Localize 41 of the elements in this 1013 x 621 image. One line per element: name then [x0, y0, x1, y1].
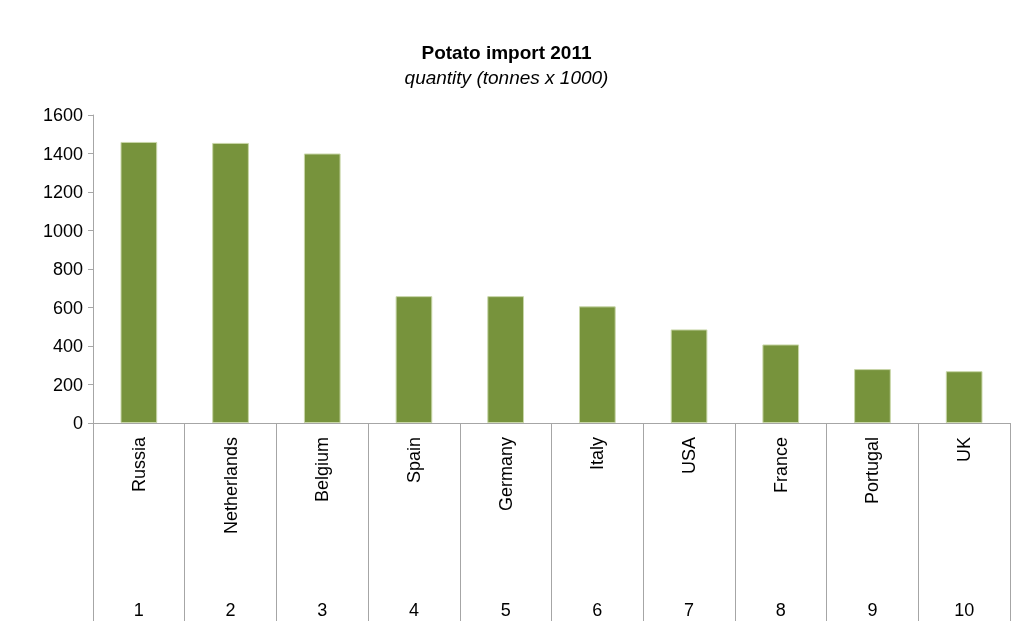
y-tick-label: 400: [52, 336, 83, 356]
text: 5: [500, 600, 511, 620]
text: 8: [775, 600, 786, 620]
bar: [487, 296, 524, 423]
bar: [395, 296, 433, 423]
bar: [303, 153, 341, 423]
y-tick-label: 1400: [42, 143, 83, 164]
y-tick-label: 1000: [42, 220, 83, 241]
x-tick-label: UK: [954, 437, 975, 463]
text: 6: [592, 600, 603, 620]
x-tick-label: Spain: [403, 437, 424, 484]
bar: [579, 306, 616, 423]
x-tick-label: Germany: [495, 437, 516, 512]
text: 4: [408, 600, 419, 620]
bar: [762, 344, 800, 423]
text: 1: [133, 600, 144, 620]
text: 10: [954, 600, 975, 620]
x-tick-label: Italy: [587, 437, 608, 471]
bar: [120, 141, 158, 423]
chart-subtitle: quantity (tonnes x 1000): [404, 67, 609, 88]
bar: [854, 369, 891, 423]
y-tick-label: 200: [52, 374, 83, 395]
bar: [212, 142, 249, 423]
y-tick-label: 600: [52, 297, 83, 318]
x-tick-label: Netherlands: [220, 437, 241, 535]
text: 2: [225, 600, 236, 620]
y-tick-label: 0: [72, 413, 83, 433]
text: 3: [317, 600, 328, 620]
bar: [945, 371, 983, 423]
y-tick-label: 1200: [42, 182, 83, 202]
text: 7: [684, 600, 695, 620]
x-tick-label: Portugal: [862, 437, 883, 505]
y-tick-label: 1600: [42, 105, 83, 125]
text: 9: [867, 600, 878, 620]
x-tick-label: USA: [679, 437, 700, 475]
chart-title: Potato import 2011: [421, 42, 592, 63]
x-tick-label: Russia: [128, 436, 149, 493]
y-tick-label: 800: [52, 259, 83, 279]
x-tick-label: Belgium: [312, 437, 333, 503]
x-tick-label: France: [770, 437, 791, 494]
bar: [670, 329, 708, 423]
